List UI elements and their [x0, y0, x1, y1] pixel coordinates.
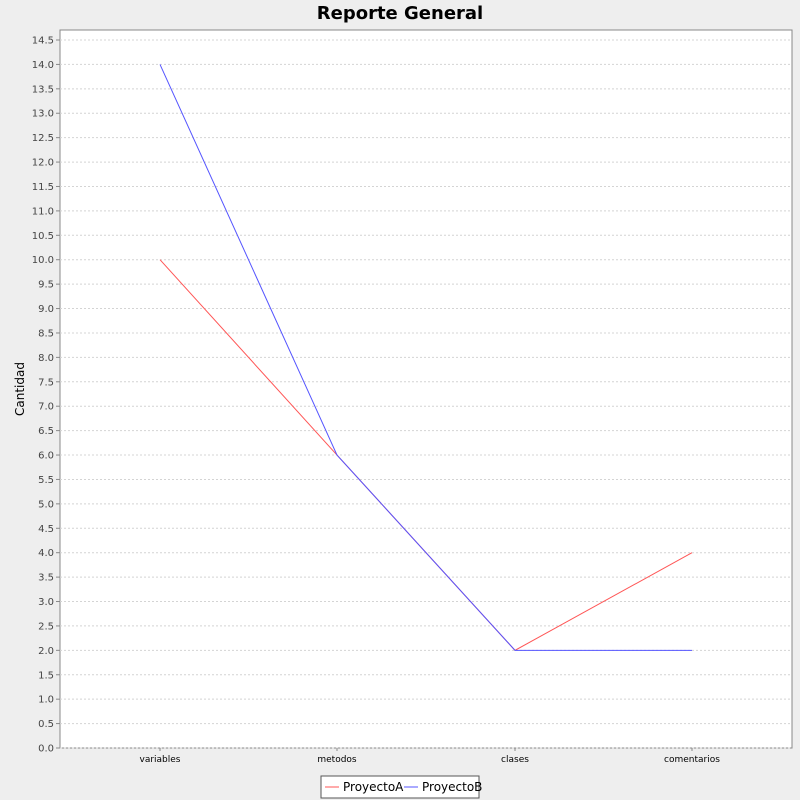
- y-tick-label: 0.5: [38, 719, 54, 730]
- y-tick-label: 11.0: [32, 206, 54, 217]
- legend-box: [320, 775, 480, 799]
- y-axis-ticks: 0.0 0.5 1.0 1.5 2.0 2.5 3.0 3.5 4.0 4.5 5.0 5.5 6.0 6…: [32, 36, 60, 755]
- y-tick-label: 4.0: [38, 548, 54, 559]
- gridlines: [60, 39, 792, 749]
- y-tick-label: 4.5: [38, 524, 54, 535]
- y-axis-label: Cantidad: [13, 362, 27, 416]
- y-tick-label: 12.5: [32, 133, 54, 144]
- y-tick-label: 1.5: [38, 670, 54, 681]
- y-tick-label: 13.5: [32, 84, 54, 95]
- y-tick-label: 9.0: [38, 304, 54, 315]
- y-tick-label: 7.5: [38, 377, 54, 388]
- x-tick-label: comentarios: [664, 755, 720, 765]
- legend-label-proyectob: ProyectoB: [422, 780, 482, 794]
- y-tick-label: 0.0: [38, 744, 54, 755]
- y-tick-label: 5.0: [38, 499, 54, 510]
- y-tick-label: 10.5: [32, 231, 54, 242]
- legend: ProyectoA ProyectoB: [320, 775, 482, 799]
- y-tick-label: 13.0: [32, 109, 54, 120]
- x-tick-label: variables: [140, 755, 181, 765]
- y-tick-label: 8.0: [38, 353, 54, 364]
- plot-area: [59, 29, 793, 749]
- y-tick-label: 3.5: [38, 573, 54, 584]
- y-tick-label: 12.0: [32, 158, 54, 169]
- legend-label-proyectoa: ProyectoA: [343, 780, 404, 794]
- y-tick-label: 6.5: [38, 426, 54, 437]
- x-tick-label: clases: [501, 755, 529, 765]
- y-tick-label: 5.5: [38, 475, 54, 486]
- y-tick-label: 9.5: [38, 280, 54, 291]
- y-tick-label: 3.0: [38, 597, 54, 608]
- chart-title: Reporte General: [317, 3, 483, 24]
- y-tick-label: 14.0: [32, 60, 54, 71]
- series-line-proyectob: [159, 64, 692, 651]
- y-tick-label: 10.0: [32, 255, 54, 266]
- y-tick-label: 11.5: [32, 182, 54, 193]
- y-tick-label: 7.0: [38, 402, 54, 413]
- y-tick-label: 8.5: [38, 328, 54, 339]
- y-tick-label: 1.0: [38, 695, 54, 706]
- y-tick-label: 2.0: [38, 646, 54, 657]
- y-tick-label: 6.0: [38, 451, 54, 462]
- x-axis-ticks: variables metodos clases comentarios: [140, 748, 720, 765]
- y-tick-label: 2.5: [38, 621, 54, 632]
- y-tick-label: 14.5: [32, 36, 54, 47]
- series-lines: [159, 64, 693, 651]
- x-tick-label: metodos: [317, 755, 357, 765]
